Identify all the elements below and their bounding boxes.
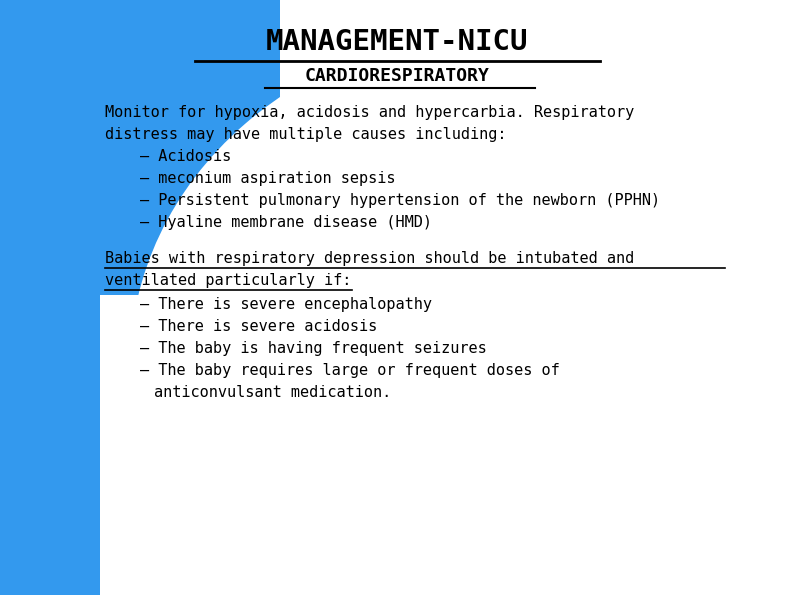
Bar: [280, 0, 794, 595]
Ellipse shape: [130, 25, 794, 595]
Text: CARDIORESPIRATORY: CARDIORESPIRATORY: [305, 67, 489, 85]
Text: – There is severe acidosis: – There is severe acidosis: [140, 319, 377, 334]
Text: – Acidosis: – Acidosis: [140, 149, 231, 164]
Text: – The baby is having frequent seizures: – The baby is having frequent seizures: [140, 341, 487, 356]
Text: distress may have multiple causes including:: distress may have multiple causes includ…: [105, 127, 507, 142]
Text: Monitor for hypoxia, acidosis and hypercarbia. Respiratory: Monitor for hypoxia, acidosis and hyperc…: [105, 105, 634, 120]
Text: – meconium aspiration sepsis: – meconium aspiration sepsis: [140, 171, 395, 186]
Text: MANAGEMENT-NICU: MANAGEMENT-NICU: [266, 28, 528, 56]
Bar: [100, 295, 794, 595]
Text: Babies with respiratory depression should be intubated and: Babies with respiratory depression shoul…: [105, 251, 634, 266]
Text: – The baby requires large or frequent doses of: – The baby requires large or frequent do…: [140, 363, 560, 378]
Text: anticonvulsant medication.: anticonvulsant medication.: [154, 385, 391, 400]
Text: – Persistent pulmonary hypertension of the newborn (PPHN): – Persistent pulmonary hypertension of t…: [140, 193, 660, 208]
Text: – There is severe encephalopathy: – There is severe encephalopathy: [140, 297, 432, 312]
Text: ventilated particularly if:: ventilated particularly if:: [105, 273, 352, 288]
Text: – Hyaline membrane disease (HMD): – Hyaline membrane disease (HMD): [140, 215, 432, 230]
